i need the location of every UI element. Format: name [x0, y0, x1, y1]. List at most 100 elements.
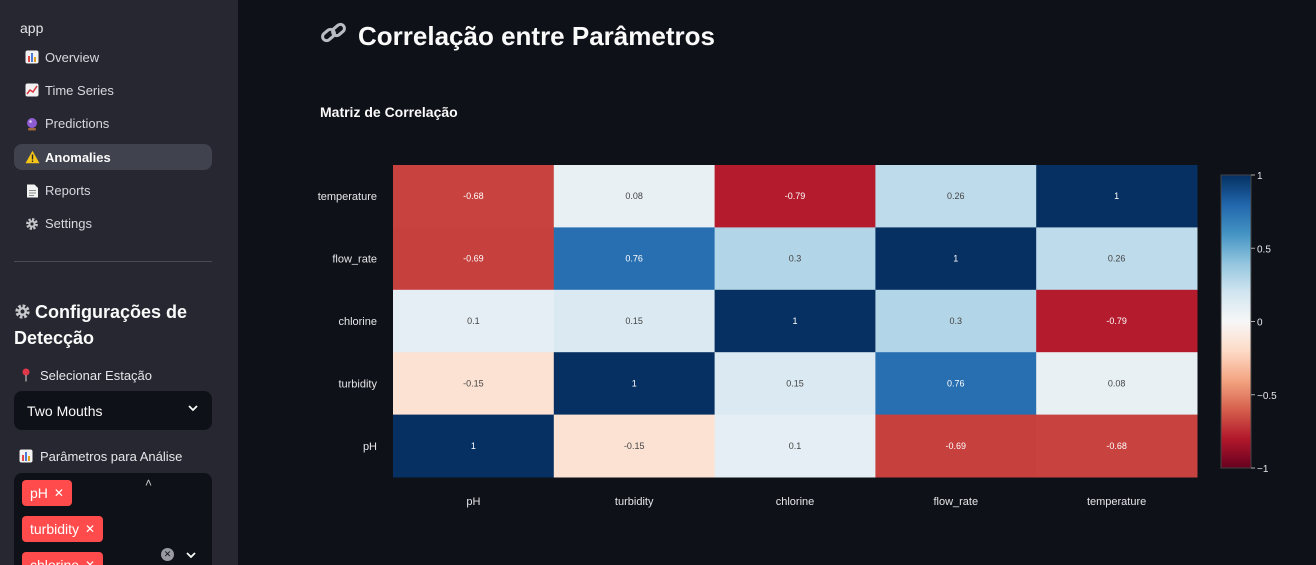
remove-tag-icon[interactable]: ✕ — [53, 486, 64, 500]
chevron-up-icon[interactable]: ˄ — [145, 476, 153, 490]
y-axis-label: chlorine — [338, 316, 377, 328]
params-label-text: Parâmetros para Análise — [40, 448, 183, 464]
heatmap-cell-label: 0.1 — [789, 441, 802, 451]
heatmap-cell-label: 0.08 — [625, 191, 643, 201]
line-chart-icon — [24, 82, 40, 98]
heatmap-cell — [1036, 165, 1198, 228]
remove-tag-icon[interactable]: ✕ — [85, 558, 96, 565]
heatmap-cell — [714, 289, 876, 353]
nav-label-overview: Overview — [45, 49, 100, 65]
heatmap-cell — [393, 414, 555, 478]
heatmap-cell-label: 0.76 — [947, 378, 965, 388]
x-axis-label: temperature — [1087, 496, 1146, 508]
chart-subtitle: Matriz de Correlação — [320, 104, 458, 120]
pushpin-icon — [18, 367, 34, 383]
param-tag-turbidity[interactable]: turbidity ✕ — [22, 516, 104, 542]
heatmap-cell-label: 1 — [953, 254, 958, 264]
x-axis-label: flow_rate — [933, 496, 978, 508]
gear-icon — [24, 216, 40, 232]
heatmap-cell-label: 1 — [632, 378, 637, 388]
bar-chart-icon — [18, 448, 34, 464]
station-select-value: Two Mouths — [27, 402, 103, 419]
heatmap-cell-label: 0.15 — [786, 378, 804, 388]
heatmap-cell-label: 0.08 — [1108, 378, 1126, 388]
heatmap-cell-label: 0.1 — [467, 316, 480, 326]
params-multiselect[interactable]: pH ✕ ˄ turbidity ✕ chlorine ✕ ✕ — [14, 473, 212, 565]
heatmap-cell-label: -0.15 — [624, 441, 645, 451]
crystal-ball-icon — [24, 116, 40, 132]
param-tag-label: turbidity — [30, 521, 80, 537]
sidebar-divider — [14, 261, 212, 262]
main-content: Correlação entre Parâmetros Matriz de Co… — [238, 0, 1316, 565]
heatmap-cell — [393, 352, 555, 416]
detection-settings-title: Configurações de Detecção — [14, 300, 214, 350]
heatmap-cell-label: -0.15 — [463, 378, 484, 388]
heatmap-cell-label: -0.68 — [463, 191, 484, 201]
nav-label-anomalies: Anomalies — [45, 149, 111, 165]
remove-tag-icon[interactable]: ✕ — [85, 522, 96, 536]
detection-settings-title-text: Configurações de Detecção — [14, 302, 188, 348]
nav-item-reports[interactable]: Reports — [14, 178, 212, 204]
nav-label-time-series: Time Series — [45, 82, 114, 98]
correlation-heatmap: -0.68 0.08 -0.79 0.26 1 -0.69 0.76 0.3 1 0.26 0.1 0… — [318, 165, 1277, 508]
heatmap-cell-label: 0.76 — [625, 254, 643, 264]
clear-all-icon[interactable]: ✕ — [161, 548, 174, 561]
page-title-text: Correlação entre Parâmetros — [358, 21, 715, 51]
heatmap-cell — [553, 352, 716, 416]
heatmap-cell-label: -0.79 — [785, 191, 806, 201]
heatmap-cell — [714, 227, 876, 291]
heatmap-cell — [553, 289, 716, 353]
y-axis-label: temperature — [318, 191, 377, 203]
heatmap-cell-label: 1 — [471, 441, 476, 451]
heatmap-cell-label: 0.15 — [625, 316, 643, 326]
heatmap-cell-label: -0.69 — [946, 441, 967, 451]
heatmap-cell — [1036, 227, 1198, 291]
station-select[interactable]: Two Mouths — [14, 391, 212, 430]
heatmap-cell-label: -0.79 — [1106, 316, 1127, 326]
x-axis-label: turbidity — [615, 496, 654, 508]
heatmap-cell — [1036, 352, 1198, 416]
param-tag-chlorine[interactable]: chlorine ✕ — [22, 552, 104, 565]
param-tag-ph[interactable]: pH ✕ — [22, 480, 72, 506]
heatmap-cell — [553, 227, 716, 291]
chevron-down-icon[interactable] — [186, 550, 196, 560]
heatmap-cell — [875, 352, 1037, 416]
nav-item-predictions[interactable]: Predictions — [14, 111, 212, 137]
app-title: app — [20, 20, 44, 36]
heatmap-cell — [875, 289, 1037, 353]
heatmap-cell — [714, 414, 876, 478]
heatmap-cell — [875, 227, 1037, 291]
colorbar-tick-label: 0.5 — [1257, 244, 1271, 255]
nav-item-anomalies[interactable]: Anomalies — [14, 144, 212, 171]
nav-label-reports: Reports — [45, 183, 91, 199]
heatmap-cell-label: 1 — [792, 316, 797, 326]
bar-chart-icon — [24, 49, 40, 65]
heatmap-cell-label: 0.26 — [1108, 254, 1126, 264]
x-axis-label: pH — [466, 496, 480, 508]
nav-item-overview[interactable]: Overview — [14, 44, 212, 70]
heatmap-cell — [1036, 414, 1198, 478]
nav-item-time-series[interactable]: Time Series — [14, 77, 212, 103]
colorbar — [1220, 174, 1252, 469]
station-label: Selecionar Estação — [18, 367, 152, 383]
param-tag-label: pH — [30, 485, 48, 501]
heatmap-cell-label: -0.68 — [1106, 441, 1127, 451]
sidebar-nav: Overview Time Series Predictions Anomali… — [14, 44, 212, 244]
y-axis-label: turbidity — [338, 378, 377, 390]
nav-item-settings[interactable]: Settings — [14, 211, 212, 237]
colorbar-tick-label: −1 — [1257, 464, 1269, 475]
colorbar-tick-label: 1 — [1257, 171, 1263, 182]
heatmap-cell — [875, 165, 1037, 228]
sidebar: app Overview Time Series Predictions — [0, 0, 238, 565]
y-axis-label: pH — [363, 441, 377, 453]
heatmap-cell — [553, 165, 716, 228]
heatmap-cell — [393, 289, 555, 353]
link-icon — [320, 20, 348, 53]
heatmap-cell — [393, 227, 555, 291]
colorbar-tick-label: −0.5 — [1257, 391, 1277, 402]
heatmap-cell — [393, 165, 555, 228]
heatmap-cell — [714, 352, 876, 416]
x-axis-label: chlorine — [776, 496, 815, 508]
nav-label-settings: Settings — [45, 216, 92, 232]
heatmap-cell-label: 1 — [1114, 191, 1119, 201]
